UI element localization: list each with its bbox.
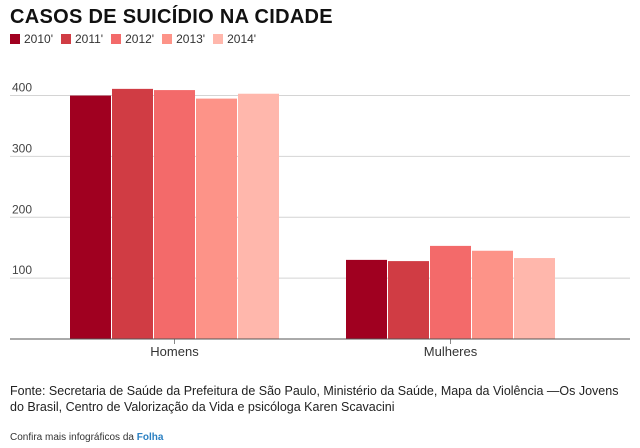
legend-item: 2011': [61, 32, 103, 46]
y-tick-label: 100: [12, 263, 32, 277]
x-tick-label: Homens: [150, 344, 199, 359]
legend-label: 2012': [125, 32, 155, 46]
bar: [388, 261, 429, 339]
credit-text: Confira mais infográficos da: [10, 432, 134, 443]
y-tick-label: 400: [12, 81, 32, 95]
bar: [430, 245, 471, 339]
bar: [514, 258, 555, 339]
chart-legend: 2010' 2011' 2012' 2013' 2014': [10, 32, 256, 46]
x-tick-label: Mulheres: [424, 344, 478, 359]
bar: [70, 95, 111, 339]
legend-label: 2011': [75, 32, 104, 46]
folha-link[interactable]: Folha: [136, 432, 164, 443]
legend-swatch: [213, 34, 224, 44]
chart-title: CASOS DE SUICÍDIO NA CIDADE: [10, 6, 333, 28]
bar-chart: 400 300 200 100 Homens Mulheres: [10, 81, 630, 359]
credit-line: Confira mais infográficos da Folha: [10, 432, 163, 443]
bar: [112, 88, 153, 339]
y-tick-label: 300: [12, 141, 32, 155]
bar: [346, 259, 387, 339]
legend-label: 2014': [227, 32, 257, 46]
bar: [196, 98, 237, 340]
source-note: Fonte: Secretaria de Saúde da Prefeitura…: [10, 384, 619, 414]
legend-item: 2013': [162, 32, 205, 46]
legend-swatch: [111, 34, 122, 44]
legend-label: 2013': [176, 32, 206, 46]
legend-item: 2010': [10, 32, 53, 46]
legend-item: 2014': [213, 32, 256, 46]
legend-swatch: [61, 34, 71, 44]
legend-item: 2012': [111, 32, 154, 46]
legend-swatch: [10, 34, 20, 44]
legend-swatch: [162, 34, 173, 44]
legend-label: 2010': [24, 32, 53, 46]
bar: [238, 93, 279, 339]
y-tick-label: 200: [12, 202, 32, 216]
bar: [472, 250, 513, 339]
bar: [154, 90, 195, 339]
